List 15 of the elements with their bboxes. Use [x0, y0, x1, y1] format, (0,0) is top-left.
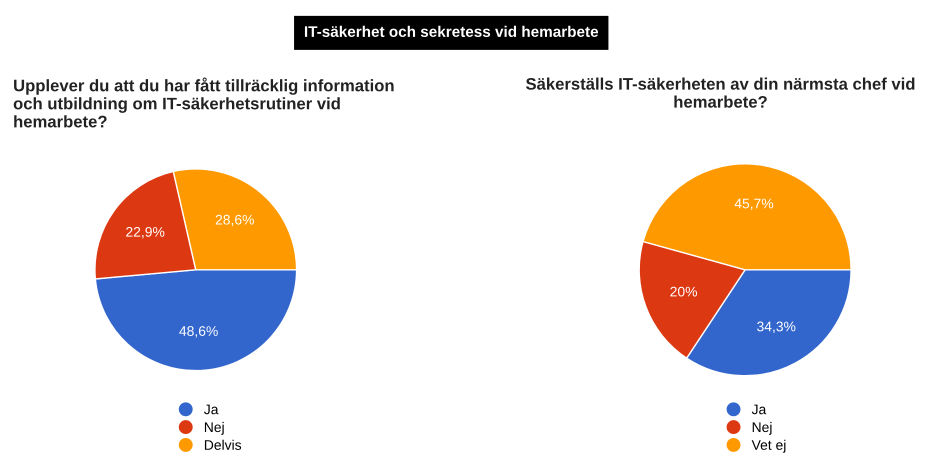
legend-label: Ja [204, 404, 218, 414]
text: IT-säkerhet och sekretess vid hemarbete [304, 26, 598, 37]
data-label: 48,6% [179, 326, 218, 338]
data-label: 45,7% [734, 198, 774, 210]
legend-label: Nej [204, 422, 224, 435]
data-label: 22,9% [126, 226, 164, 238]
data-label: 20% [670, 286, 698, 297]
legend-label: Nej [752, 422, 772, 435]
legend-label: Ja [752, 404, 766, 414]
chart-title: Upplever du att du har fått tillräcklig information och utbildning om IT-säkerhetsrutiner vid hemarbete? [14, 78, 394, 128]
data-label: 28,6% [216, 214, 254, 226]
data-label: 34,3% [757, 322, 796, 334]
chart-title: Säkerställs IT-säkerheten av din närmsta chef vid hemarbete? [526, 78, 914, 108]
legend-label: Delvis [204, 440, 242, 450]
legend-label: Vet ej [752, 440, 786, 453]
